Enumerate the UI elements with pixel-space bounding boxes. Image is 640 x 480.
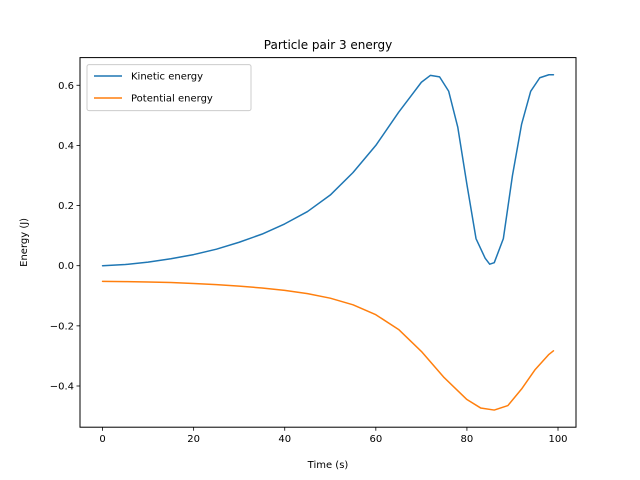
x-tick-label: 60 [369, 434, 382, 445]
plot-frame [79, 57, 577, 428]
x-tick-label: 80 [461, 434, 474, 445]
x-axis-title: Time (s) [307, 460, 349, 471]
y-tick-label: −0.4 [50, 381, 74, 392]
y-ticks: −0.4 −0.2 0.0 0.2 0.4 0.6 [50, 81, 80, 392]
series-line-potential [101, 280, 555, 411]
x-tick-label: 100 [548, 434, 567, 445]
legend: Kinetic energy Potential energy [86, 64, 252, 112]
legend-box [86, 64, 252, 112]
series-layer [101, 73, 555, 411]
y-tick-label: 0.2 [58, 201, 74, 212]
y-axis-title: Energy (J) [19, 218, 30, 267]
legend-label-kinetic: Kinetic energy [131, 72, 203, 83]
x-tick-label: 0 [99, 434, 105, 445]
series-line-kinetic [101, 73, 555, 267]
x-tick-label: 20 [187, 434, 200, 445]
y-tick-label: −0.2 [50, 321, 74, 332]
x-tick-label: 40 [278, 434, 291, 445]
legend-label-potential: Potential energy [131, 94, 213, 105]
chart-title: Particle pair 3 energy [264, 38, 392, 52]
y-tick-label: 0.0 [58, 261, 74, 272]
y-tick-label: 0.6 [58, 81, 74, 92]
y-tick-label: 0.4 [58, 141, 74, 152]
x-ticks: 0 20 40 60 80 100 [99, 427, 568, 445]
